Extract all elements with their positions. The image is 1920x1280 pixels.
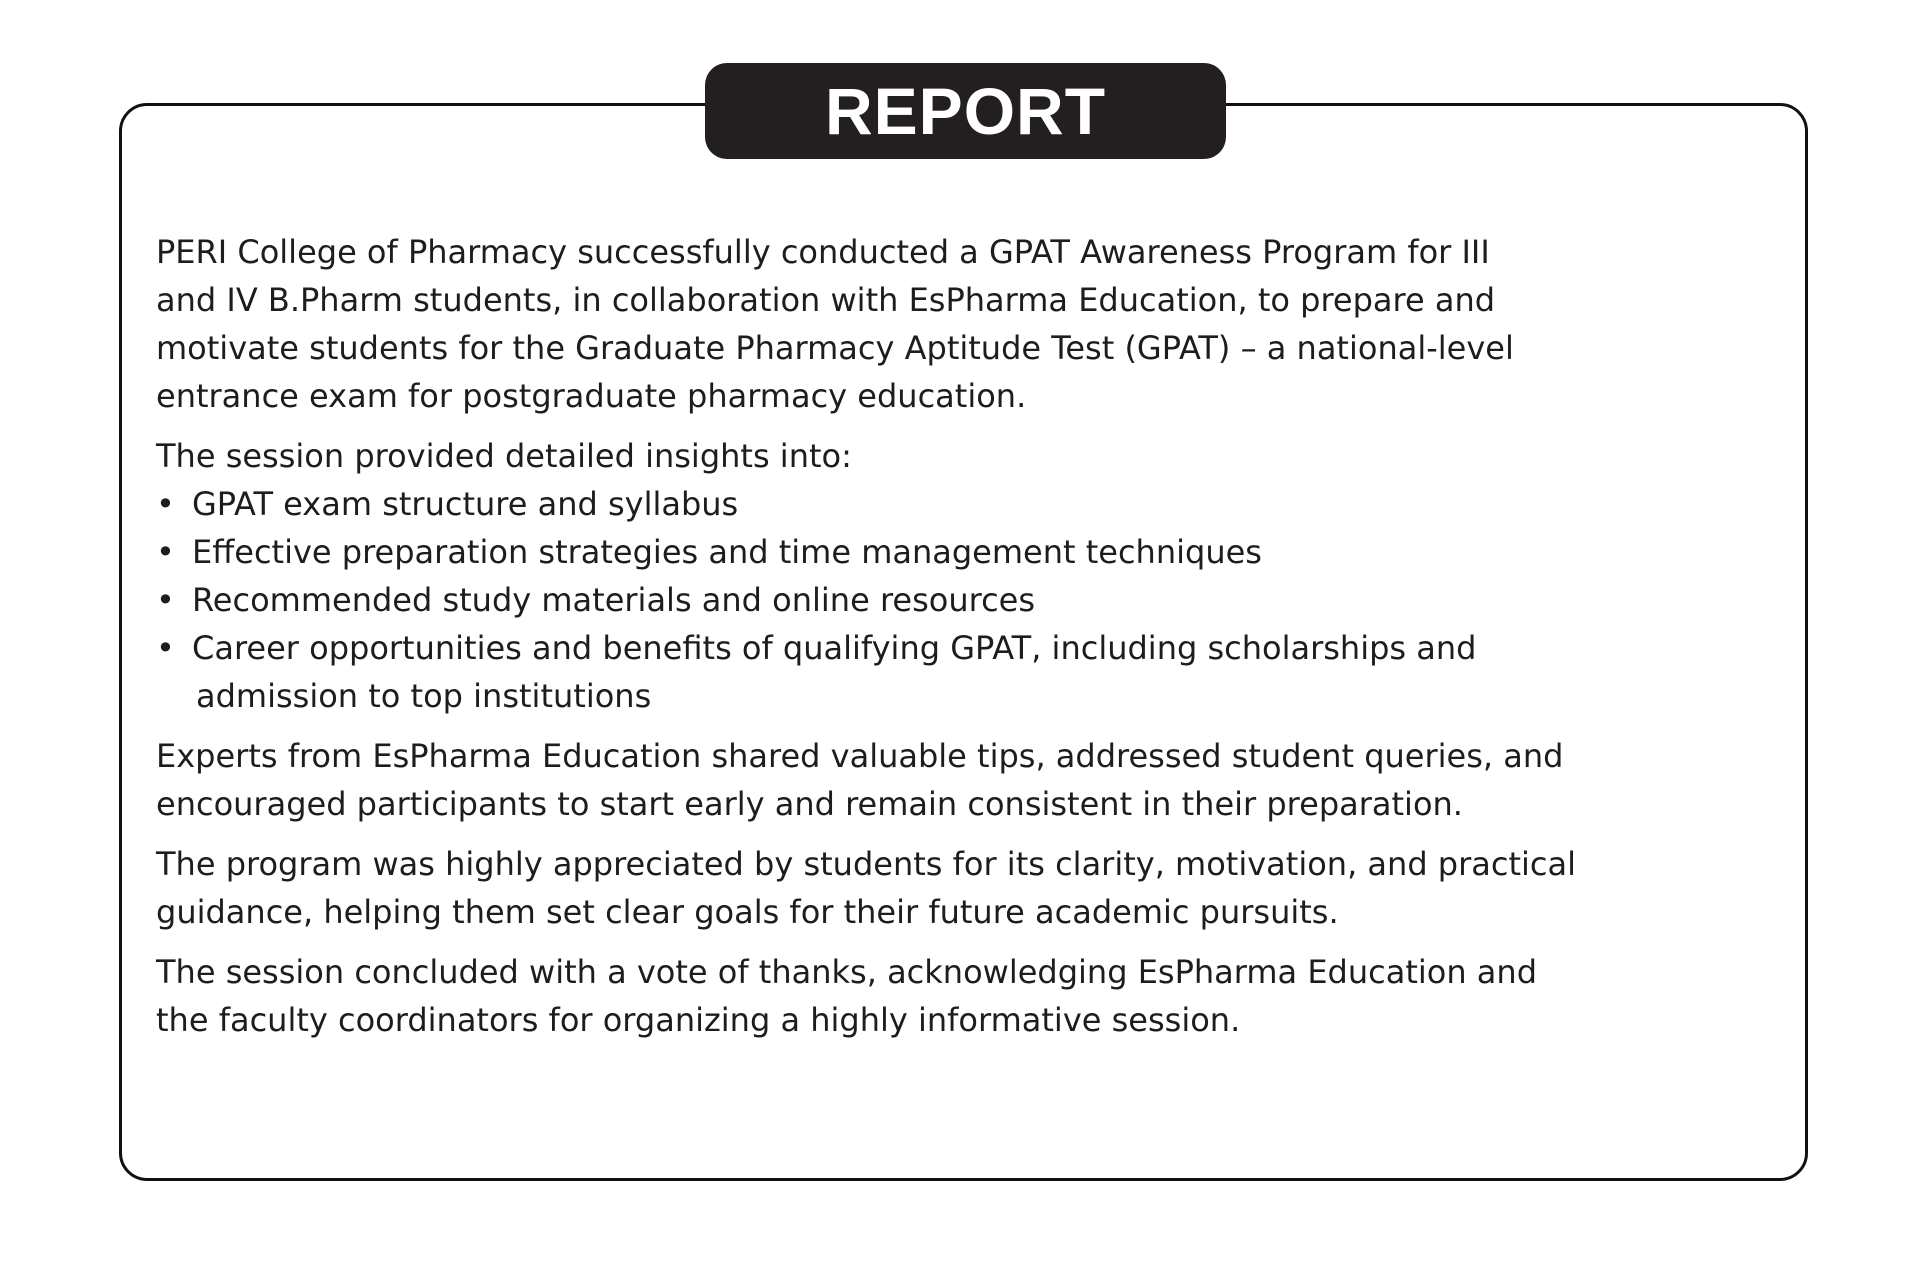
list-item: • GPAT exam structure and syllabus [156, 480, 1796, 528]
text-line: motivate students for the Graduate Pharm… [156, 329, 1514, 367]
text-line: guidance, helping them set clear goals f… [156, 893, 1339, 931]
text-line: The program was highly appreciated by st… [156, 845, 1576, 883]
list-item-text: GPAT exam structure and syllabus [192, 485, 739, 523]
report-title: REPORT [824, 74, 1107, 148]
text-line: encouraged participants to start early a… [156, 785, 1463, 823]
conclusion-paragraph: The session concluded with a vote of tha… [156, 948, 1796, 1044]
bullet-icon: • [156, 533, 175, 571]
report-body: PERI College of Pharmacy successfully co… [156, 228, 1796, 1056]
list-item-text: Recommended study materials and online r… [192, 581, 1036, 619]
report-title-badge: REPORT [705, 63, 1226, 159]
appreciation-paragraph: The program was highly appreciated by st… [156, 840, 1796, 936]
insights-heading: The session provided detailed insights i… [156, 437, 852, 475]
list-item-text: Effective preparation strategies and tim… [192, 533, 1262, 571]
bullet-icon: • [156, 581, 175, 619]
list-item-continuation: admission to top institutions [196, 677, 652, 715]
text-line: the faculty coordinators for organizing … [156, 1001, 1241, 1039]
intro-paragraph: PERI College of Pharmacy successfully co… [156, 228, 1796, 420]
list-item: • Career opportunities and benefits of qu… [156, 624, 1796, 672]
bullet-icon: • [156, 629, 175, 667]
insights-section: The session provided detailed insights i… [156, 432, 1796, 720]
list-item-text: Career opportunities and benefits of qua… [192, 629, 1477, 667]
text-line: PERI College of Pharmacy successfully co… [156, 233, 1490, 271]
text-line: Experts from EsPharma Education shared v… [156, 737, 1564, 775]
list-item: • Recommended study materials and online … [156, 576, 1796, 624]
experts-paragraph: Experts from EsPharma Education shared v… [156, 732, 1796, 828]
list-item: • Effective preparation strategies and ti… [156, 528, 1796, 576]
text-line: entrance exam for postgraduate pharmacy … [156, 377, 1027, 415]
bullet-icon: • [156, 485, 175, 523]
text-line: The session concluded with a vote of tha… [156, 953, 1537, 991]
text-line: and IV B.Pharm students, in collaboratio… [156, 281, 1496, 319]
